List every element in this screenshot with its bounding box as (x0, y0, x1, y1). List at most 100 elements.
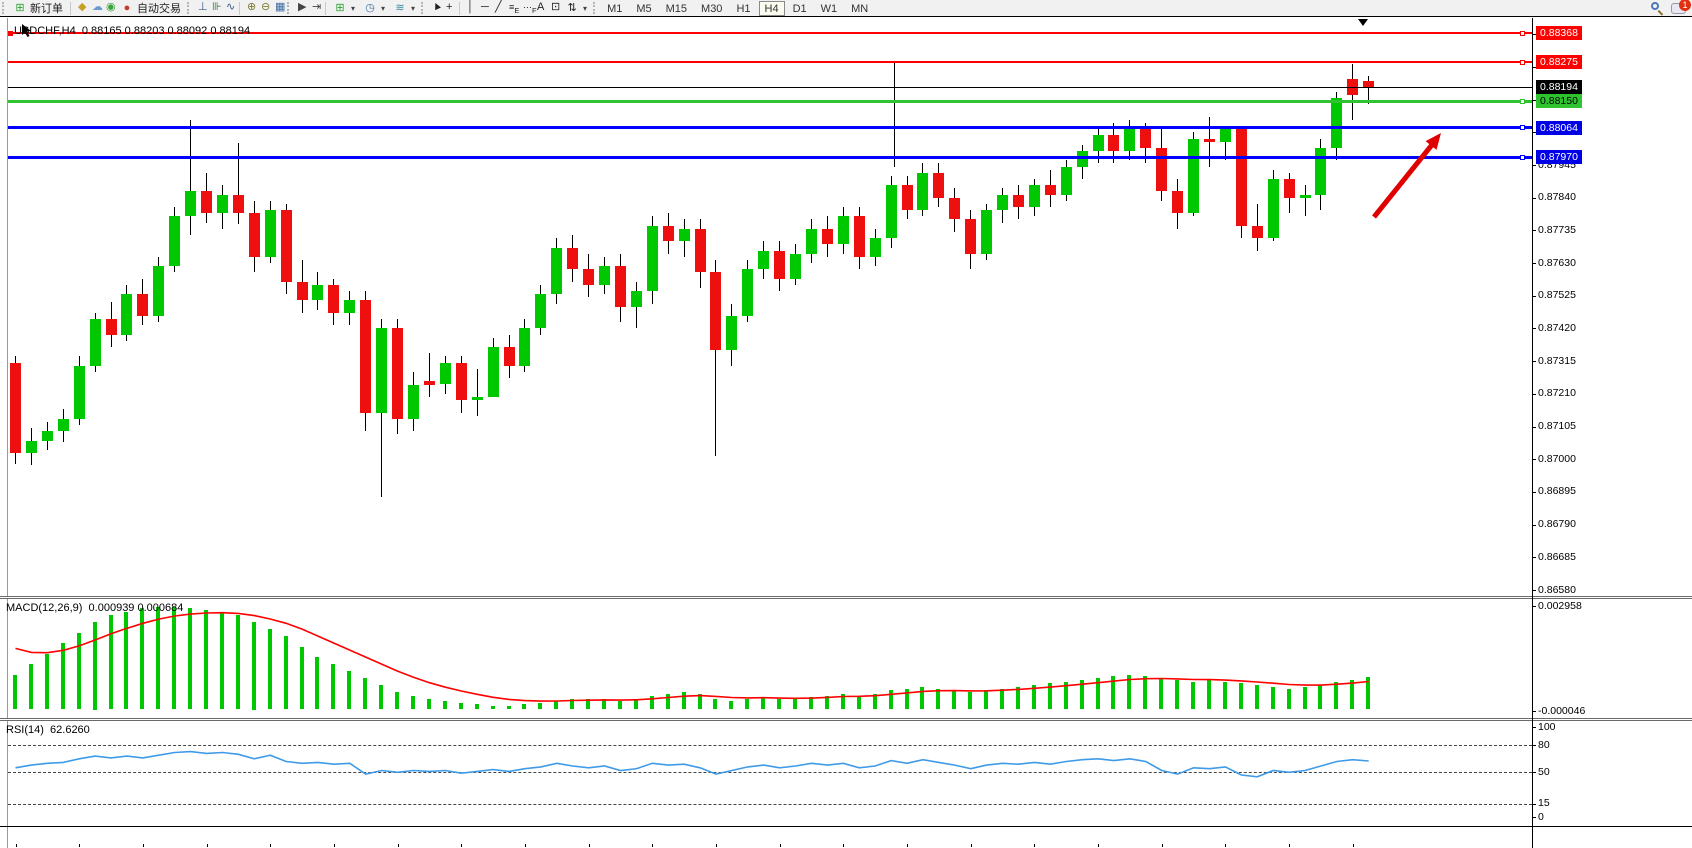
crosshair-tool-icon[interactable]: + (446, 1, 453, 13)
candle-body (376, 328, 388, 413)
line-handle[interactable] (1520, 154, 1525, 160)
rsi-pane[interactable] (0, 721, 1692, 826)
dropdown-caret-icon: ▾ (381, 3, 386, 13)
new-order-button[interactable]: ⊞ 新订单 (9, 0, 67, 16)
timeframe-D1[interactable]: D1 (792, 2, 807, 15)
macd-histogram-bar (968, 692, 973, 710)
timeframe-M5[interactable]: M5 (636, 2, 652, 15)
price-tick (1532, 197, 1536, 199)
macd-histogram-bar (681, 692, 686, 710)
pane-splitter[interactable] (0, 718, 1692, 721)
candle-body (694, 228, 706, 273)
pane-splitter[interactable] (0, 596, 1692, 599)
timeframe-MN[interactable]: MN (851, 2, 869, 15)
search-icon[interactable] (1651, 2, 1664, 16)
toolbar-grip[interactable] (2, 2, 7, 14)
candle-body (837, 216, 849, 245)
candlestick-chart-icon[interactable]: ⊪ (212, 1, 222, 13)
timeframe-H1[interactable]: H1 (736, 2, 751, 15)
horizontal-line-object[interactable] (8, 32, 1532, 35)
candle-body (1140, 129, 1152, 148)
candle-body (57, 418, 69, 432)
line-chart-icon[interactable]: ∿ (226, 1, 236, 13)
macd-histogram-bar (363, 678, 368, 710)
candle-body (551, 247, 563, 295)
strategy-tester-icon[interactable]: ◉ (106, 1, 116, 13)
auto-scroll-icon[interactable]: ▶ (298, 1, 307, 13)
main-chart-pane[interactable] (0, 18, 1692, 596)
text-label-tool-icon[interactable]: ⊡ (551, 1, 561, 13)
macd-histogram-bar (331, 664, 336, 710)
macd-histogram-bar (1334, 681, 1339, 710)
line-handle[interactable] (1520, 98, 1525, 104)
price-tick-label: 0.86580 (1538, 583, 1576, 596)
rsi-axis-tick (1532, 772, 1536, 774)
candle-body (1188, 138, 1200, 214)
line-handle[interactable] (1520, 125, 1525, 131)
data-window-icon[interactable]: ☁ (92, 1, 103, 13)
window-left-border (7, 18, 8, 848)
arrows-tool-button[interactable]: ⇅ ▾ (561, 0, 591, 16)
candle-body (1204, 138, 1215, 142)
indicators-button[interactable]: ⊞ ▾ (329, 0, 359, 16)
price-tick-label: 0.87630 (1538, 256, 1576, 269)
vertical-line-tool-icon[interactable]: │ (467, 1, 474, 13)
timeframe-M30[interactable]: M30 (701, 2, 723, 15)
chart-shift-icon[interactable]: ⇥ (312, 1, 322, 13)
market-watch-icon[interactable]: ◆ (78, 1, 87, 13)
toolbar-grip[interactable] (287, 2, 292, 14)
toolbar-separator (459, 1, 461, 15)
toolbar-grip[interactable] (187, 2, 192, 14)
macd-histogram-bar (1127, 674, 1132, 710)
dropdown-caret-icon: ▾ (583, 3, 588, 13)
macd-histogram-bar (888, 690, 893, 710)
autotrading-button[interactable]: ● 自动交易 (116, 0, 185, 16)
date-tick (15, 844, 17, 847)
timeframe-H4[interactable]: H4 (758, 0, 785, 16)
timeframe-M1[interactable]: M1 (607, 2, 623, 15)
macd-histogram-bar (411, 695, 415, 710)
periods-button[interactable]: ◷ ▾ (359, 0, 389, 16)
fibonacci-tool-icon[interactable]: ≡E (509, 2, 520, 15)
candle-body (1044, 185, 1056, 195)
line-handle[interactable] (1520, 30, 1525, 36)
line-handle[interactable] (1520, 59, 1525, 65)
macd-histogram-bar (156, 606, 161, 710)
candle-body (1108, 135, 1120, 151)
text-tool-icon[interactable]: A (537, 1, 545, 13)
horizontal-line-object[interactable] (8, 99, 1532, 103)
timeframe-W1[interactable]: W1 (820, 2, 838, 15)
macd-histogram-bar (267, 629, 272, 710)
macd-histogram-bar (1366, 676, 1371, 710)
trendline-tool-icon[interactable]: ╱ (495, 1, 502, 13)
price-tick-label: 0.86895 (1538, 485, 1576, 498)
price-tick (1532, 393, 1536, 395)
price-tick-label: 0.87420 (1538, 321, 1576, 334)
horizontal-line-object[interactable] (8, 61, 1532, 64)
macd-histogram-bar (872, 693, 877, 710)
date-axis[interactable] (0, 826, 1692, 848)
price-line-badge: 0.88064 (1536, 120, 1582, 135)
horizontal-line-object[interactable] (8, 126, 1532, 130)
toolbar-grip[interactable] (593, 2, 598, 14)
toolbar-grip[interactable] (421, 2, 426, 14)
tile-windows-icon[interactable]: ▦ (275, 1, 286, 13)
timeframe-M15[interactable]: M15 (665, 2, 688, 15)
autotrading-label: 自动交易 (137, 3, 181, 15)
candle-body (105, 319, 117, 335)
date-tick (1161, 844, 1163, 847)
notifications-icon[interactable]: 1 (1671, 0, 1691, 14)
horizontal-line-object[interactable] (8, 155, 1532, 159)
vertical-line-object[interactable] (894, 62, 895, 167)
channel-tool-icon[interactable]: ⋯F (523, 2, 537, 15)
candle-body (41, 431, 53, 441)
templates-button[interactable]: ≋ ▾ (389, 0, 419, 16)
bar-chart-icon[interactable]: ⊥ (198, 1, 208, 13)
horizontal-line-tool-icon[interactable]: ─ (481, 1, 489, 13)
zoom-in-icon[interactable]: ⊕ (247, 1, 257, 13)
zoom-out-icon[interactable]: ⊖ (261, 1, 271, 13)
candle-body (917, 172, 929, 211)
macd-histogram-bar (490, 706, 495, 710)
line-handle[interactable] (8, 30, 13, 36)
symbol-period-label: USDCHF,H4 (14, 25, 76, 37)
